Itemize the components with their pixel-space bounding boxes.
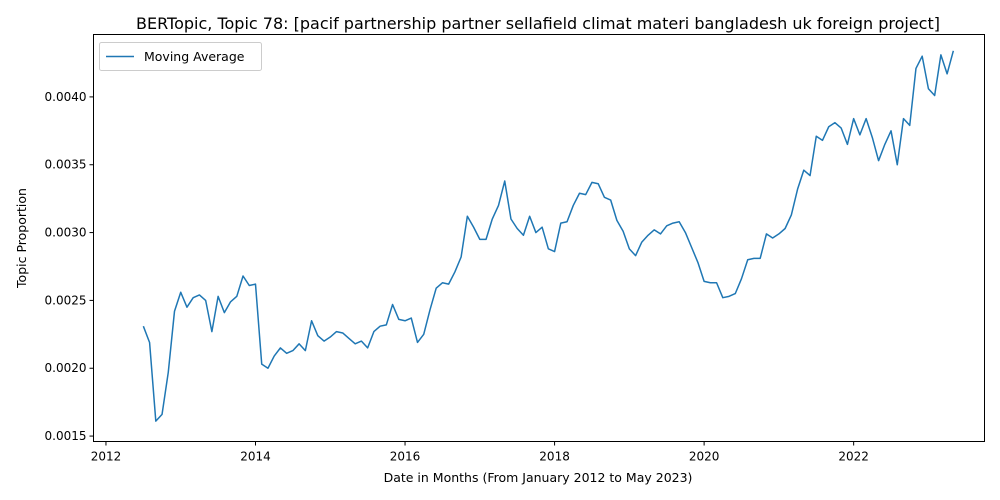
series-line-moving-average <box>142 50 955 422</box>
y-tick-label: 0.0030 <box>45 226 87 240</box>
chart-title: BERTopic, Topic 78: [pacif partnership p… <box>136 14 940 33</box>
y-tick-label: 0.0040 <box>45 90 87 104</box>
x-tick-label: 2022 <box>838 450 869 464</box>
y-tick-label: 0.0025 <box>45 293 87 307</box>
legend-entry-moving-average: Moving Average <box>144 49 245 64</box>
series-layer <box>142 50 955 422</box>
x-tick-label: 2012 <box>91 450 122 464</box>
x-tick-label: 2020 <box>689 450 720 464</box>
y-axis: 0.0015 0.0020 0.0025 0.0030 0.0035 0.0040 <box>45 90 94 443</box>
legend: Moving Average <box>99 42 262 71</box>
x-tick-label: 2014 <box>240 450 271 464</box>
plot-frame <box>93 34 985 442</box>
legend-box <box>99 42 262 71</box>
y-tick-label: 0.0035 <box>45 158 87 172</box>
x-tick-label: 2016 <box>390 450 421 464</box>
x-axis-label: Date in Months (From January 2012 to May… <box>384 470 693 485</box>
y-tick-label: 0.0020 <box>45 361 87 375</box>
y-axis-label: Topic Proportion <box>14 188 29 289</box>
x-tick-label: 2018 <box>539 450 570 464</box>
x-axis: 2012 2014 2016 2018 2020 2022 <box>91 441 869 464</box>
y-tick-label: 0.0015 <box>45 429 87 443</box>
